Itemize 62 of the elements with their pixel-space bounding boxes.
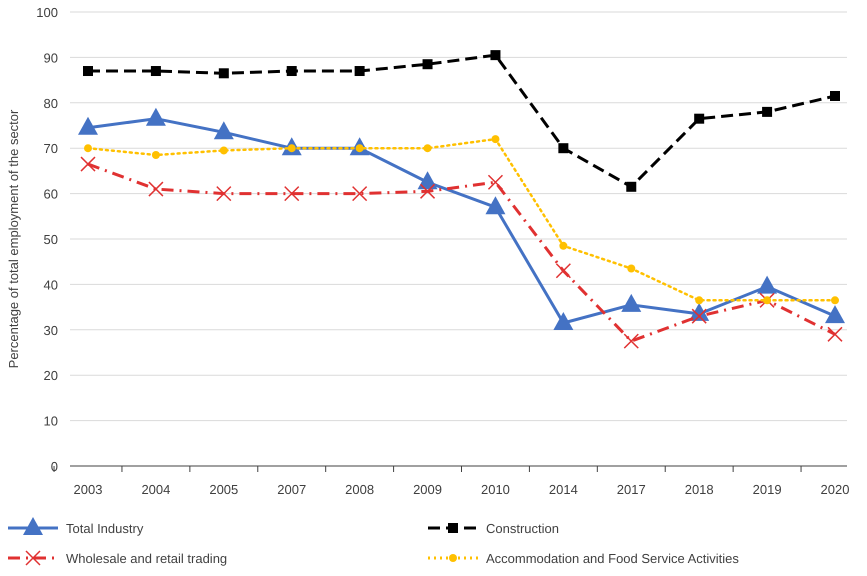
point: [556, 263, 572, 279]
point: [216, 186, 232, 202]
point: [559, 242, 568, 250]
legend-label: Construction: [486, 521, 559, 536]
point: [762, 106, 772, 117]
y-tick-label: 20: [44, 368, 58, 384]
point: [352, 186, 368, 202]
point: [490, 50, 500, 60]
point: [284, 186, 300, 202]
point: [627, 264, 636, 273]
point: [488, 174, 504, 190]
point: [830, 90, 840, 101]
x-tick-label: 2003: [74, 482, 102, 497]
x-tick-label: 2014: [548, 482, 578, 497]
point: [152, 151, 160, 160]
y-tick-label: 60: [44, 186, 58, 202]
y-tick-label: 30: [44, 322, 58, 338]
x-tick-label: 2010: [480, 482, 510, 497]
y-tick-label: 80: [44, 96, 58, 111]
point: [286, 66, 297, 76]
point: [83, 66, 93, 76]
point: [558, 143, 568, 154]
y-tick-label: 100: [36, 5, 58, 20]
point: [150, 66, 161, 76]
x-tick-label: 2018: [684, 482, 714, 497]
y-tick-label: 90: [44, 50, 58, 66]
x-tick-label: 2004: [141, 482, 170, 497]
x-tick-label: 2009: [413, 482, 442, 497]
y-tick-label: 0: [50, 459, 58, 474]
point: [80, 156, 96, 172]
point: [84, 144, 92, 152]
point: [691, 308, 707, 324]
x-tick-label: 2019: [752, 482, 782, 497]
x-tick-label: 2008: [345, 482, 374, 497]
point: [148, 181, 164, 197]
point: [694, 114, 704, 124]
point: [624, 333, 640, 349]
point: [759, 292, 775, 308]
y-tick-label: 50: [44, 232, 58, 247]
point: [354, 66, 365, 76]
x-tick-label: 2017: [616, 482, 646, 497]
x-tick-label: 2005: [209, 482, 238, 497]
legend-label: Accommodation and Food Service Activities: [486, 551, 740, 566]
y-axis-title: Percentage of total employment of the sector: [6, 108, 21, 368]
x-tick-label: 2020: [820, 482, 850, 497]
point: [831, 296, 839, 304]
legend-label: Wholesale and retail trading: [66, 551, 228, 566]
point: [491, 135, 500, 144]
point: [420, 184, 436, 200]
point: [827, 326, 843, 342]
point: [626, 182, 636, 192]
legend-label: Total Industry: [66, 521, 144, 536]
point: [763, 296, 772, 304]
y-tick-label: 70: [44, 141, 58, 156]
point: [220, 146, 228, 154]
x-tick-label: 2007: [277, 482, 306, 497]
point: [424, 144, 432, 152]
point: [695, 296, 704, 304]
point: [218, 68, 229, 78]
y-tick-label: 10: [44, 414, 58, 429]
point: [422, 59, 433, 70]
y-tick-label: 40: [44, 277, 58, 292]
